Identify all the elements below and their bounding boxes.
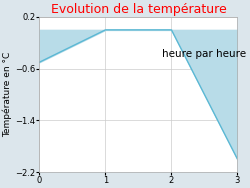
Y-axis label: Température en °C: Température en °C [3, 52, 12, 137]
Text: heure par heure: heure par heure [162, 49, 246, 59]
Title: Evolution de la température: Evolution de la température [50, 3, 226, 16]
